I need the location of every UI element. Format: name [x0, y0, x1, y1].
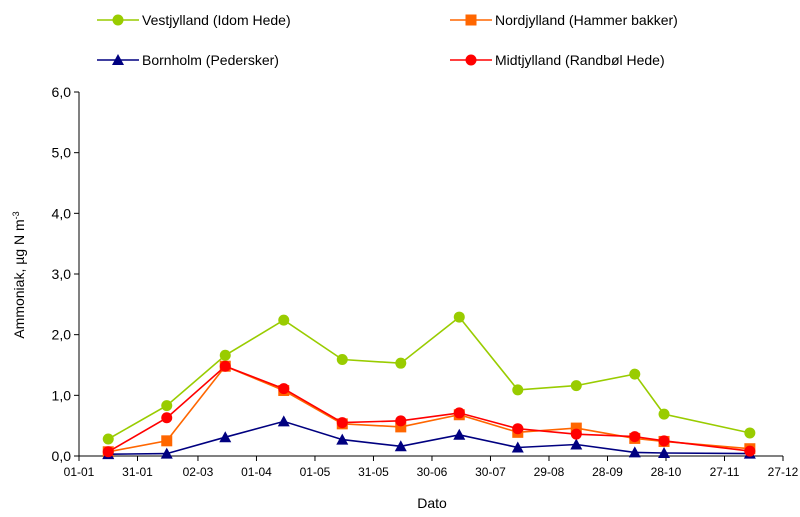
data-point [278, 383, 290, 395]
data-point [336, 354, 348, 366]
data-point [394, 440, 407, 452]
data-point [570, 428, 582, 440]
series-line [108, 420, 750, 455]
x-tick-label: 28-10 [651, 465, 682, 479]
data-point [336, 417, 348, 429]
data-point [570, 438, 583, 450]
y-tick-label: 3,0 [52, 266, 72, 282]
series-1 [102, 360, 756, 458]
data-point [395, 415, 407, 427]
data-point [628, 446, 641, 458]
y-axis-label: Ammoniak, µg N m-3 [11, 211, 27, 338]
x-tick-label: 29-08 [534, 465, 565, 479]
legend: Vestjylland (Idom Hede) Nordjylland (Hamm… [97, 12, 678, 68]
y-tick-label: 2,0 [52, 327, 72, 343]
data-point [336, 433, 349, 445]
y-tick-label: 6,0 [52, 84, 72, 100]
legend-marker [465, 14, 477, 26]
legend-entry: Nordjylland (Hammer bakker) [450, 12, 678, 28]
data-point [102, 446, 114, 458]
axes: 0,0 1,0 2,0 3,0 4,0 5,0 6,0 01-01 31-01 02-03 01-0… [52, 84, 799, 479]
x-tick-label: 30-07 [475, 465, 506, 479]
data-point [658, 435, 670, 447]
data-point [161, 412, 173, 424]
legend-label: Bornholm (Pedersker) [142, 52, 279, 68]
y-tick-label: 1,0 [52, 387, 72, 403]
data-point [219, 349, 231, 361]
x-tick-label: 28-09 [592, 465, 623, 479]
x-tick-label: 31-05 [358, 465, 389, 479]
x-tick-label: 30-06 [417, 465, 448, 479]
x-axis-label: Dato [417, 495, 447, 511]
legend-label: Midtjylland (Randbøl Hede) [495, 52, 665, 68]
y-axis-label-text: Ammoniak, µg N m [11, 219, 27, 338]
y-tick-label: 4,0 [52, 205, 72, 221]
data-point [219, 431, 232, 443]
data-point [219, 360, 231, 372]
data-point [453, 428, 466, 440]
data-point [160, 447, 173, 459]
data-point [512, 423, 524, 435]
data-point [511, 441, 524, 453]
data-point [570, 422, 582, 434]
data-point [277, 415, 290, 427]
y-tick-label: 5,0 [52, 145, 72, 161]
data-point [570, 380, 582, 392]
x-tick-label: 01-05 [300, 465, 331, 479]
series-group [102, 311, 756, 460]
data-point [161, 400, 173, 412]
series-line [107, 315, 750, 440]
legend-label: Vestjylland (Idom Hede) [142, 12, 291, 28]
data-point [512, 384, 524, 396]
x-tick-label: 01-01 [64, 465, 95, 479]
data-point [658, 446, 671, 458]
data-point [629, 431, 641, 443]
data-point [453, 311, 465, 323]
x-tick-label: 27-11 [710, 465, 740, 479]
data-point [744, 445, 756, 457]
series-0 [102, 311, 756, 445]
x-tick-label: 27-12 [768, 465, 799, 479]
legend-entry: Midtjylland (Randbøl Hede) [450, 52, 665, 68]
series-2 [102, 415, 756, 460]
x-tick-label: 01-04 [241, 465, 272, 479]
series-line [107, 365, 750, 453]
data-point [102, 433, 114, 445]
legend-label: Nordjylland (Hammer bakker) [495, 12, 678, 28]
data-point [744, 427, 756, 439]
data-point [161, 435, 173, 447]
data-point [629, 368, 641, 380]
data-point [395, 357, 407, 369]
x-tick-label: 02-03 [183, 465, 214, 479]
legend-marker [112, 14, 124, 26]
x-tick-label: 31-01 [122, 465, 153, 479]
legend-marker [465, 54, 477, 66]
data-point [278, 314, 290, 326]
data-point [658, 408, 670, 420]
data-point [395, 421, 407, 433]
y-axis-label-superscript: -3 [11, 211, 21, 219]
legend-entry: Bornholm (Pedersker) [97, 52, 279, 68]
data-point [453, 407, 465, 419]
series-3 [102, 360, 756, 458]
legend-marker [112, 54, 124, 65]
y-tick-label: 0,0 [52, 448, 72, 464]
legend-entry: Vestjylland (Idom Hede) [97, 12, 291, 28]
